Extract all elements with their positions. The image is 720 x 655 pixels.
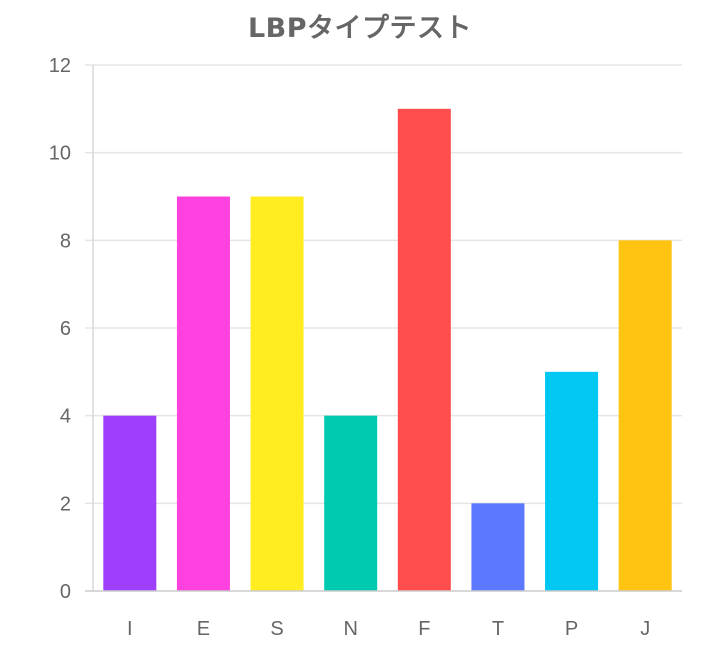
y-tick-label: 12 [49, 55, 71, 77]
y-tick-label: 8 [60, 230, 71, 252]
x-tick-label: P [565, 618, 578, 640]
tick-labels: 0 2 4 6 8 10 12 I E S N F T P J [49, 55, 650, 640]
bar-P [545, 371, 599, 591]
x-tick-label: T [492, 618, 504, 640]
bar-S [250, 196, 304, 591]
bar-F [397, 108, 451, 591]
chart-title: LBPタイプテスト [247, 13, 473, 44]
y-tick-label: 4 [60, 406, 71, 428]
x-tick-label: S [270, 618, 283, 640]
y-tick-label: 10 [49, 143, 71, 165]
bar-I [103, 415, 157, 591]
bar-E [176, 196, 230, 591]
y-tick-label: 0 [60, 581, 71, 603]
bar-N [324, 415, 378, 591]
y-tick-label: 6 [60, 318, 71, 340]
y-tick-label: 2 [60, 493, 71, 515]
x-tick-label: N [343, 618, 357, 640]
x-tick-label: J [640, 618, 650, 640]
x-tick-label: F [418, 618, 430, 640]
axes [85, 65, 682, 592]
x-tick-label: I [127, 618, 133, 640]
bar-T [471, 503, 525, 591]
bar-J [618, 240, 672, 592]
bars [103, 108, 672, 592]
x-tick-label: E [197, 618, 210, 640]
